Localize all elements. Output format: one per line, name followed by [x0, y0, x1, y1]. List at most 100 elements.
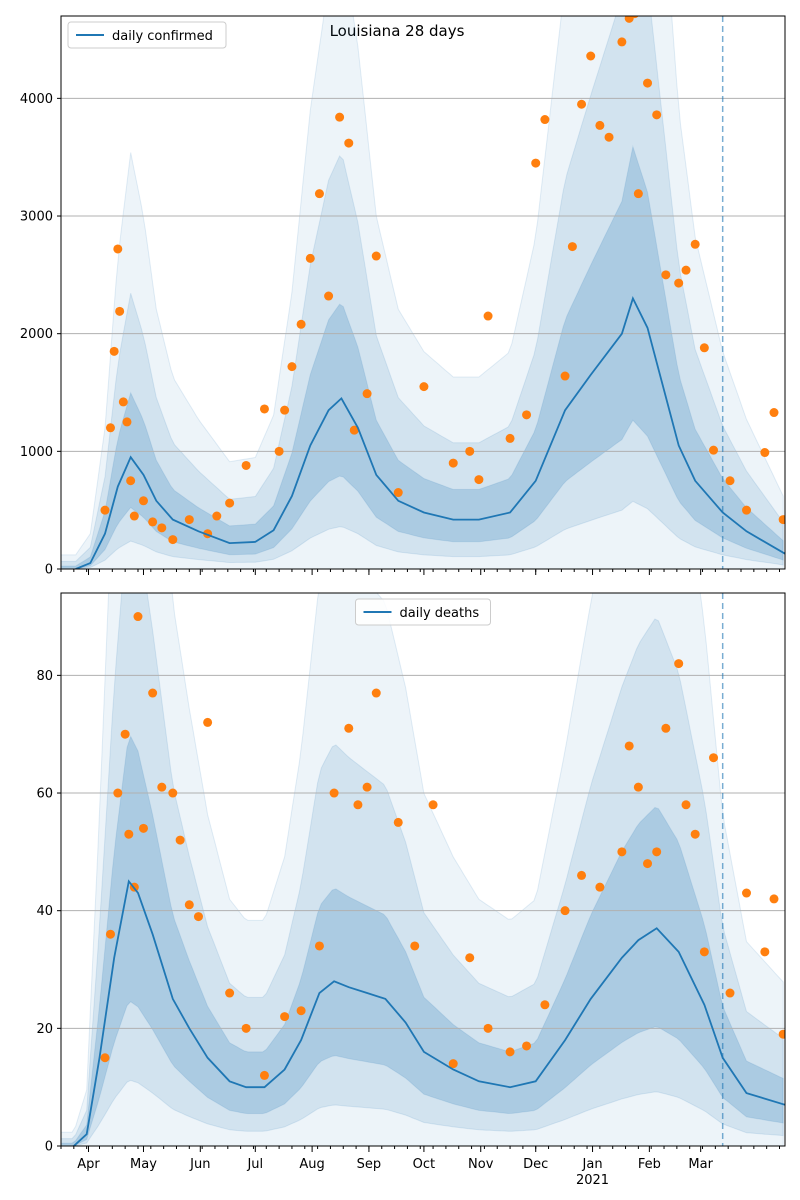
data-point	[371, 688, 381, 698]
y-tick-label: 1000	[20, 445, 53, 460]
band-inner	[61, 144, 784, 569]
y-tick-label: 20	[36, 1022, 53, 1037]
series-line	[73, 879, 785, 1146]
data-point	[661, 270, 671, 280]
x-tick-label: Oct	[413, 1157, 435, 1172]
data-point	[344, 138, 354, 148]
x-tick-label: Apr	[77, 1157, 100, 1172]
data-point	[296, 1006, 306, 1016]
data-point	[725, 476, 735, 486]
data-point	[465, 953, 475, 963]
data-point	[225, 498, 235, 508]
data-point	[617, 37, 627, 47]
band-outer	[61, 593, 784, 1146]
data-point	[760, 947, 770, 957]
data-point	[329, 788, 339, 798]
data-point	[604, 132, 614, 142]
data-point	[344, 723, 354, 733]
x-tick-label: Jun	[189, 1157, 210, 1172]
deaths-panel: 0 20 40 60 80 Apr May Jun Jul Aug Sep Oct Nov Dec Jan F…	[36, 592, 786, 1188]
data-point	[624, 16, 634, 23]
data-point	[769, 894, 779, 904]
data-point	[586, 51, 596, 61]
band-outer	[61, 16, 784, 569]
data-point	[100, 1053, 110, 1063]
data-point	[157, 523, 167, 533]
plot-area	[61, 593, 785, 1146]
legend-box	[67, 21, 227, 49]
data-point	[577, 870, 587, 880]
data-point	[133, 612, 143, 622]
band-middle	[61, 593, 784, 1146]
data-point	[305, 253, 315, 263]
data-point	[709, 445, 719, 455]
y-tick-label: 40	[36, 904, 53, 919]
data-point	[643, 859, 653, 869]
data-point	[157, 782, 167, 792]
data-point	[522, 1041, 532, 1051]
data-point	[280, 1012, 290, 1022]
y-tick-label: 60	[36, 787, 53, 802]
data-point	[725, 988, 735, 998]
data-point	[595, 882, 605, 892]
data-point	[778, 515, 785, 525]
legend-label: daily confirmed	[112, 29, 213, 44]
data-point	[448, 1059, 458, 1069]
data-point	[122, 417, 132, 427]
data-point	[274, 446, 284, 456]
data-point	[699, 947, 709, 957]
data-point	[760, 448, 770, 458]
legend-box	[355, 598, 491, 626]
data-point	[393, 488, 403, 498]
data-point	[193, 912, 203, 922]
data-point	[419, 382, 429, 392]
data-point	[362, 389, 372, 399]
data-point	[560, 371, 570, 381]
y-tick-label: 3000	[20, 210, 53, 225]
data-point	[296, 319, 306, 329]
y-tick-label: 4000	[20, 92, 53, 107]
legend-label: daily deaths	[400, 606, 480, 621]
data-point	[630, 16, 639, 19]
data-point	[168, 535, 178, 545]
data-point	[175, 835, 185, 845]
data-point	[778, 1029, 785, 1039]
data-point	[393, 817, 403, 827]
data-point	[212, 511, 222, 521]
band-middle	[61, 16, 784, 569]
data-point	[769, 408, 779, 418]
data-point	[483, 1023, 493, 1033]
data-point	[465, 446, 475, 456]
data-point	[531, 158, 541, 168]
data-point	[115, 306, 125, 316]
data-point	[184, 515, 194, 525]
data-point	[362, 782, 372, 792]
data-point	[681, 800, 691, 810]
data-point	[540, 1000, 550, 1010]
data-point	[661, 723, 671, 733]
x-tick-label: Jul	[246, 1157, 263, 1172]
data-point	[241, 460, 251, 470]
data-point	[280, 405, 290, 415]
data-point	[643, 78, 653, 88]
data-point	[335, 112, 345, 122]
data-point	[540, 115, 550, 125]
data-point	[577, 99, 587, 109]
y-tick-label: 0	[45, 563, 53, 578]
data-point	[742, 888, 752, 898]
data-point	[560, 906, 570, 916]
x-tick-label: Sep	[357, 1157, 382, 1172]
x-tick-label: Aug	[299, 1157, 324, 1172]
data-point	[168, 788, 178, 798]
data-point	[120, 729, 130, 739]
data-point	[118, 397, 128, 407]
y-tick-label: 2000	[20, 327, 53, 342]
data-point	[567, 242, 577, 252]
data-point	[287, 362, 297, 372]
data-point	[259, 404, 269, 414]
data-point	[105, 929, 115, 939]
data-point	[100, 505, 110, 515]
x-tick-label: May	[130, 1157, 157, 1172]
data-point	[371, 251, 381, 261]
